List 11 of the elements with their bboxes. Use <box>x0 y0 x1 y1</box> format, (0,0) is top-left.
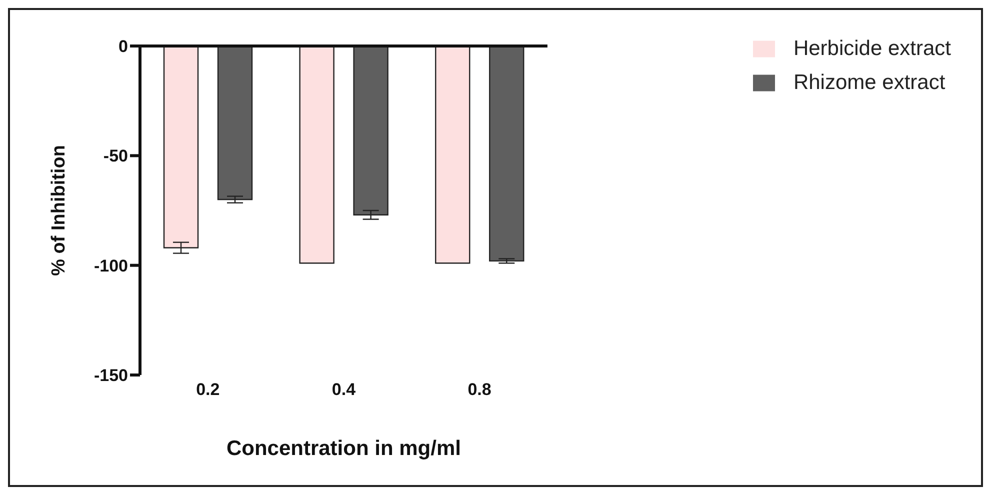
x-tick-label: 0.8 <box>468 380 492 400</box>
legend-label: Rhizome extract <box>793 71 946 94</box>
y-tick-label: -150 <box>94 366 128 386</box>
y-tick-label: -100 <box>94 256 128 276</box>
x-tick-label: 0.2 <box>196 380 220 400</box>
legend-label: Herbicide extract <box>793 37 951 60</box>
x-axis-title: Concentration in mg/ml <box>226 437 461 460</box>
x-tick-label: 0.4 <box>332 380 356 400</box>
y-axis-title: % of Inhibition <box>48 145 70 276</box>
y-tick-label: 0 <box>118 37 128 56</box>
y-tick-label: -50 <box>103 146 128 166</box>
